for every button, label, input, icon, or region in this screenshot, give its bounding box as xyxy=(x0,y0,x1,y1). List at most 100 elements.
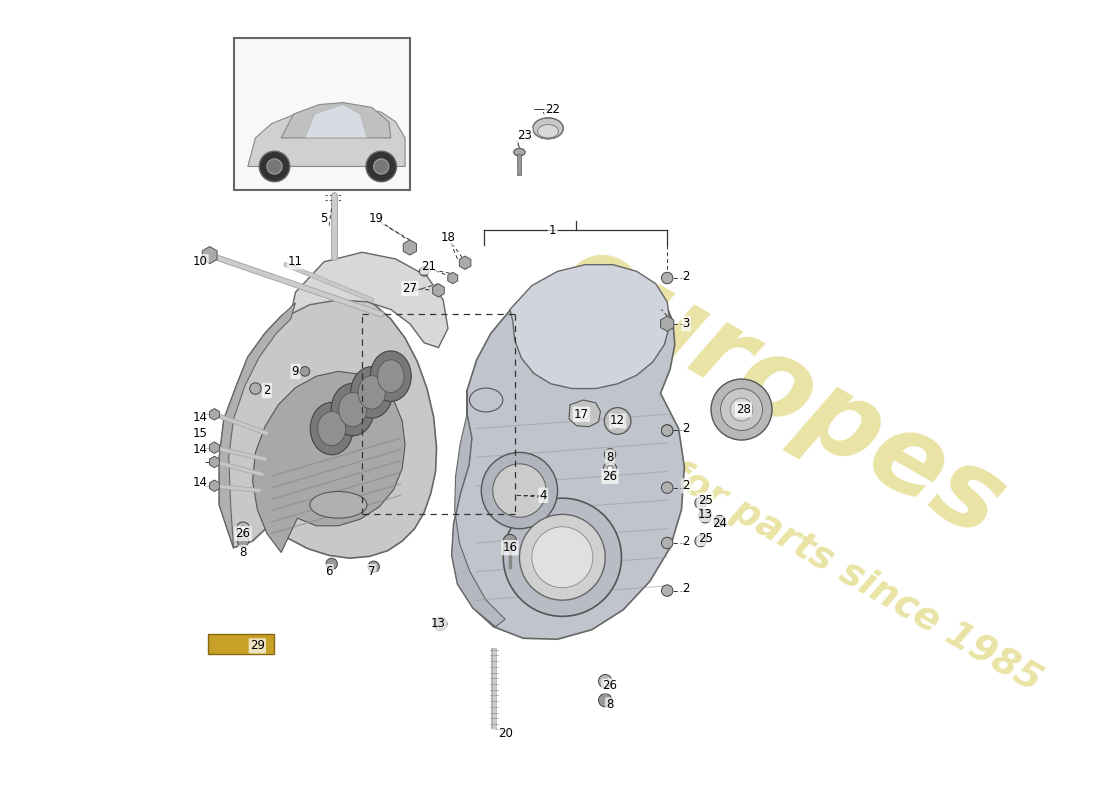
Ellipse shape xyxy=(377,360,404,393)
Text: 7: 7 xyxy=(368,565,375,578)
Ellipse shape xyxy=(538,125,559,138)
Polygon shape xyxy=(209,480,219,491)
Text: 21: 21 xyxy=(421,260,437,273)
Text: 14: 14 xyxy=(192,443,208,456)
Polygon shape xyxy=(460,256,471,270)
Polygon shape xyxy=(282,102,390,138)
Text: 26: 26 xyxy=(603,470,617,482)
Circle shape xyxy=(661,538,673,549)
Text: 19: 19 xyxy=(368,213,384,226)
Circle shape xyxy=(374,159,389,174)
Circle shape xyxy=(240,526,246,531)
Text: 20: 20 xyxy=(497,727,513,740)
Text: 29: 29 xyxy=(250,639,265,653)
Ellipse shape xyxy=(339,393,366,426)
Circle shape xyxy=(580,410,588,419)
Circle shape xyxy=(598,674,612,688)
Text: 26: 26 xyxy=(603,679,617,693)
Circle shape xyxy=(531,526,593,588)
Text: 3: 3 xyxy=(683,318,690,330)
Circle shape xyxy=(503,534,517,548)
Text: 2: 2 xyxy=(682,270,690,282)
Text: 11: 11 xyxy=(288,255,302,268)
Circle shape xyxy=(267,159,282,174)
Circle shape xyxy=(236,522,250,535)
Text: 26: 26 xyxy=(235,527,251,540)
Ellipse shape xyxy=(470,388,503,412)
Polygon shape xyxy=(452,390,505,627)
Text: 8: 8 xyxy=(240,546,246,559)
Polygon shape xyxy=(569,400,601,426)
Circle shape xyxy=(300,366,310,376)
Polygon shape xyxy=(305,105,367,138)
Circle shape xyxy=(698,538,703,543)
Polygon shape xyxy=(290,252,448,347)
Circle shape xyxy=(604,408,631,434)
Circle shape xyxy=(419,266,429,276)
Polygon shape xyxy=(448,272,458,284)
Ellipse shape xyxy=(351,366,393,418)
Polygon shape xyxy=(452,272,684,639)
Ellipse shape xyxy=(331,383,374,436)
Ellipse shape xyxy=(359,376,385,409)
Text: a passion for parts since 1985: a passion for parts since 1985 xyxy=(477,349,1048,699)
Ellipse shape xyxy=(532,118,563,139)
Ellipse shape xyxy=(310,491,367,518)
Text: 10: 10 xyxy=(192,255,208,268)
Text: 2: 2 xyxy=(682,479,690,492)
Circle shape xyxy=(607,466,613,471)
Circle shape xyxy=(604,449,616,460)
Circle shape xyxy=(698,510,712,523)
Text: 17: 17 xyxy=(574,408,589,421)
Text: 25: 25 xyxy=(697,532,713,545)
Circle shape xyxy=(661,425,673,436)
Text: 13: 13 xyxy=(431,618,446,630)
Circle shape xyxy=(695,535,706,546)
Polygon shape xyxy=(510,265,670,389)
Text: 8: 8 xyxy=(606,450,614,464)
Ellipse shape xyxy=(514,148,525,156)
Circle shape xyxy=(367,561,380,573)
Circle shape xyxy=(698,501,703,506)
Bar xyxy=(233,38,410,190)
Bar xyxy=(208,634,275,654)
Polygon shape xyxy=(209,409,219,420)
Polygon shape xyxy=(209,442,219,454)
Text: 2: 2 xyxy=(682,534,690,547)
Circle shape xyxy=(661,272,673,284)
Polygon shape xyxy=(219,302,296,548)
Text: 14: 14 xyxy=(192,477,208,490)
Text: 24: 24 xyxy=(712,518,727,530)
Circle shape xyxy=(493,464,546,518)
Text: 14: 14 xyxy=(192,410,208,424)
Text: 2: 2 xyxy=(263,384,271,397)
Polygon shape xyxy=(219,292,437,558)
Text: 27: 27 xyxy=(403,282,417,295)
Circle shape xyxy=(695,498,706,509)
Polygon shape xyxy=(661,316,674,331)
Circle shape xyxy=(503,498,622,616)
Ellipse shape xyxy=(371,351,411,402)
Text: 18: 18 xyxy=(440,231,455,245)
Ellipse shape xyxy=(318,411,345,446)
Polygon shape xyxy=(209,456,219,468)
Text: 2: 2 xyxy=(682,582,690,595)
Polygon shape xyxy=(202,246,217,264)
Text: 28: 28 xyxy=(736,403,751,416)
Polygon shape xyxy=(404,240,417,255)
Circle shape xyxy=(661,585,673,596)
Text: 2: 2 xyxy=(682,422,690,435)
Text: 1: 1 xyxy=(549,224,557,237)
Polygon shape xyxy=(248,107,405,166)
Text: europes: europes xyxy=(541,221,1022,560)
Circle shape xyxy=(603,678,608,684)
Circle shape xyxy=(661,425,673,436)
Circle shape xyxy=(714,515,725,526)
Text: 16: 16 xyxy=(503,542,517,554)
Circle shape xyxy=(730,398,754,421)
Text: 6: 6 xyxy=(326,565,332,578)
Circle shape xyxy=(326,558,338,570)
Circle shape xyxy=(519,514,605,600)
Text: 22: 22 xyxy=(546,102,560,116)
Text: 15: 15 xyxy=(192,427,208,440)
